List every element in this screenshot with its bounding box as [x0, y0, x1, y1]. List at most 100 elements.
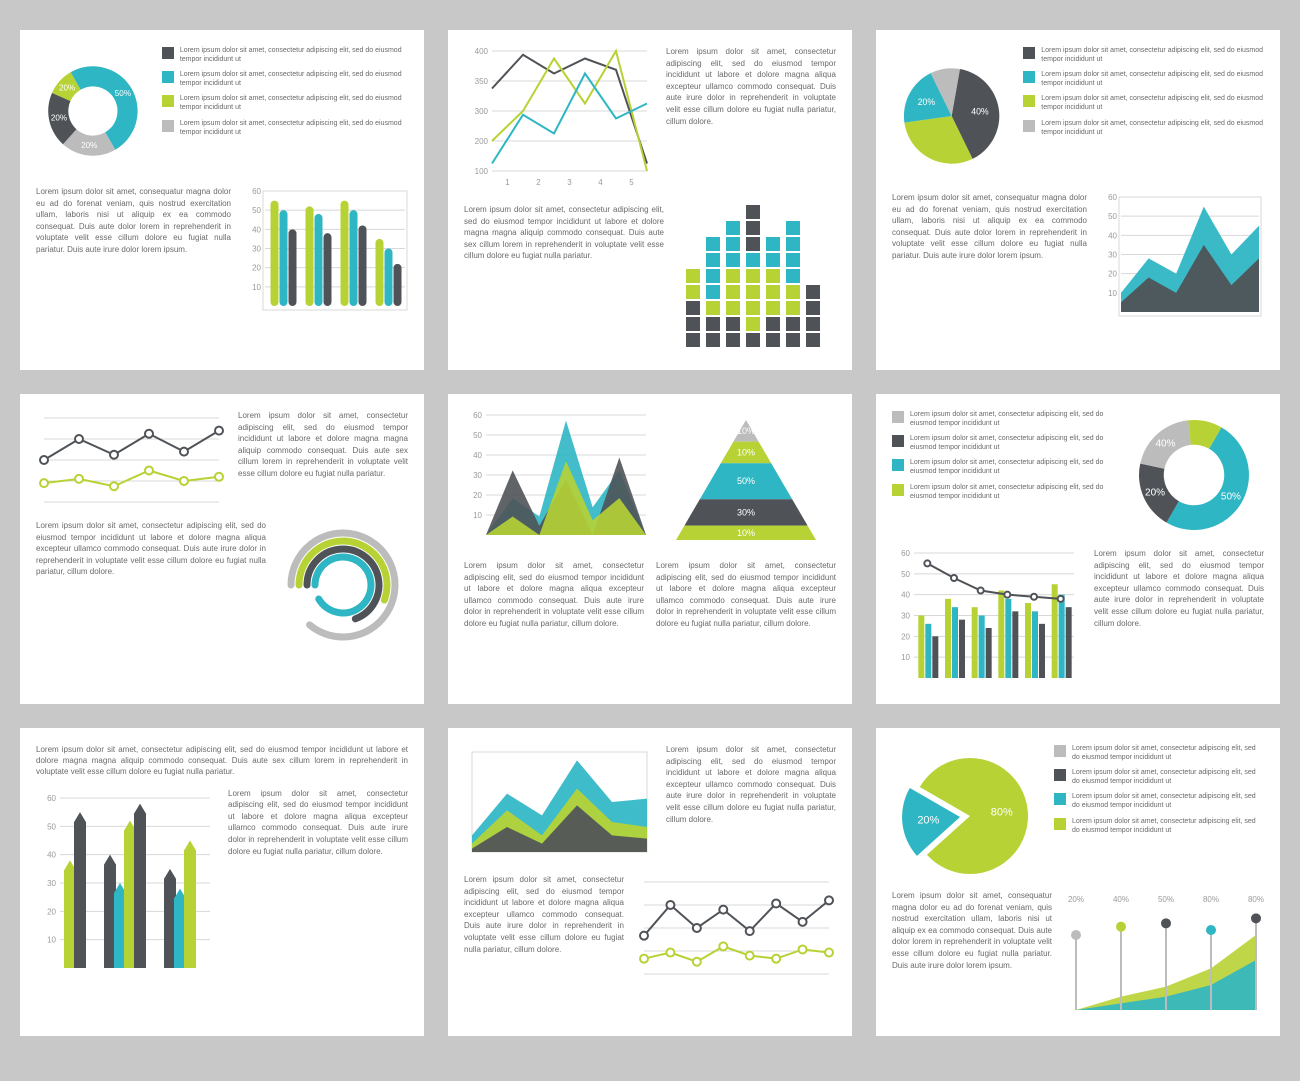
lorem-text: Lorem ipsum dolor sit amet, consectetur …	[464, 560, 644, 630]
svg-text:50: 50	[47, 822, 56, 831]
legend-item: Lorem ipsum dolor sit amet, consectetur …	[162, 70, 408, 88]
svg-text:1: 1	[505, 178, 510, 187]
card-9: 80%20% Lorem ipsum dolor sit amet, conse…	[876, 728, 1280, 1036]
svg-text:60: 60	[901, 549, 910, 558]
legend: Lorem ipsum dolor sit amet, consectetur …	[892, 410, 1112, 540]
legend-text: Lorem ipsum dolor sit amet, consectetur …	[910, 410, 1112, 428]
legend-item: Lorem ipsum dolor sit amet, consectetur …	[1023, 94, 1264, 112]
legend-text: Lorem ipsum dolor sit amet, consectetur …	[1041, 46, 1264, 64]
legend-text: Lorem ipsum dolor sit amet, consectetur …	[1041, 94, 1264, 112]
svg-text:20%: 20%	[51, 114, 67, 123]
legend-item: Lorem ipsum dolor sit amet, consectetur …	[1023, 119, 1264, 137]
svg-text:30: 30	[473, 471, 482, 480]
lorem-text: Lorem ipsum dolor sit amet, consectetur …	[36, 744, 408, 778]
svg-text:80%: 80%	[1248, 895, 1264, 904]
legend-swatch	[162, 95, 174, 107]
legend-text: Lorem ipsum dolor sit amet, consectetur …	[180, 119, 408, 137]
lorem-text: Lorem ipsum dolor sit amet, consectetur …	[36, 520, 266, 650]
svg-text:60: 60	[473, 411, 482, 420]
legend-item: Lorem ipsum dolor sit amet, consectetur …	[162, 119, 408, 137]
legend-swatch	[892, 484, 904, 496]
lollipop-area-chart: 20%40%50%80%80%	[1064, 890, 1264, 1020]
card-7: Lorem ipsum dolor sit amet, consectetur …	[20, 728, 424, 1036]
mountain-area-chart: 102030405060	[464, 410, 654, 550]
svg-text:20%: 20%	[59, 83, 75, 92]
legend-item: Lorem ipsum dolor sit amet, consectetur …	[1023, 46, 1264, 64]
svg-text:10%: 10%	[737, 426, 755, 436]
card-5: 102030405060 10%10%50%30%10% Lorem ipsum…	[448, 394, 852, 704]
lorem-text: Lorem ipsum dolor sit amet, consectetur …	[464, 874, 624, 984]
legend: Lorem ipsum dolor sit amet, consectetur …	[1023, 46, 1264, 186]
lorem-text: Lorem ipsum dolor sit amet, consectetur …	[656, 560, 836, 630]
svg-text:30: 30	[252, 245, 261, 254]
legend-item: Lorem ipsum dolor sit amet, consectetur …	[892, 434, 1112, 452]
legend-item: Lorem ipsum dolor sit amet, consectetur …	[1054, 792, 1264, 810]
radial-arc-chart	[278, 520, 408, 650]
legend-text: Lorem ipsum dolor sit amet, consectetur …	[1072, 792, 1264, 810]
legend-swatch	[1023, 47, 1035, 59]
card-3: 40%20% Lorem ipsum dolor sit amet, conse…	[876, 30, 1280, 370]
legend-text: Lorem ipsum dolor sit amet, consectetur …	[1041, 119, 1264, 137]
legend-item: Lorem ipsum dolor sit amet, consectetur …	[1054, 817, 1264, 835]
svg-text:20%: 20%	[81, 141, 97, 150]
svg-text:40%: 40%	[1113, 895, 1129, 904]
area-chart: 102030405060	[1099, 192, 1264, 322]
svg-text:10%: 10%	[737, 528, 755, 538]
svg-text:30: 30	[901, 612, 910, 621]
legend-text: Lorem ipsum dolor sit amet, consectetur …	[180, 70, 408, 88]
card-1: 50%20%20%20% Lorem ipsum dolor sit amet,…	[20, 30, 424, 370]
legend-item: Lorem ipsum dolor sit amet, consectetur …	[1054, 768, 1264, 786]
donut-chart: 50%20%20%20%	[36, 46, 150, 176]
lorem-text: Lorem ipsum dolor sit amet, consequatur …	[36, 186, 231, 316]
legend: Lorem ipsum dolor sit amet, consectetur …	[162, 46, 408, 176]
svg-text:10: 10	[901, 653, 910, 662]
legend-swatch	[1054, 745, 1066, 757]
legend-text: Lorem ipsum dolor sit amet, consectetur …	[1072, 817, 1264, 835]
combo-chart: 102030405060	[892, 548, 1082, 688]
svg-text:20: 20	[252, 264, 261, 273]
legend-swatch	[162, 47, 174, 59]
lorem-text: Lorem ipsum dolor sit amet, consectetur …	[666, 744, 836, 864]
legend-item: Lorem ipsum dolor sit amet, consectetur …	[892, 483, 1112, 501]
svg-text:20%: 20%	[918, 97, 936, 107]
legend-text: Lorem ipsum dolor sit amet, consectetur …	[1072, 744, 1264, 762]
legend-text: Lorem ipsum dolor sit amet, consectetur …	[910, 458, 1112, 476]
donut-chart: 50%20%40%	[1124, 410, 1264, 540]
legend-text: Lorem ipsum dolor sit amet, consectetur …	[180, 94, 408, 112]
svg-text:20: 20	[473, 491, 482, 500]
svg-text:80%: 80%	[991, 807, 1013, 819]
card-6: Lorem ipsum dolor sit amet, consectetur …	[876, 394, 1280, 704]
svg-text:40: 40	[1108, 231, 1117, 240]
svg-text:60: 60	[47, 794, 56, 803]
line-marker-chart	[636, 874, 836, 984]
svg-text:4: 4	[598, 178, 603, 187]
bar-chart: 102030405060	[243, 186, 408, 316]
svg-text:40: 40	[473, 451, 482, 460]
legend-swatch	[1023, 71, 1035, 83]
legend-swatch	[162, 120, 174, 132]
legend-swatch	[162, 71, 174, 83]
legend-text: Lorem ipsum dolor sit amet, consectetur …	[910, 483, 1112, 501]
legend-item: Lorem ipsum dolor sit amet, consectetur …	[1023, 70, 1264, 88]
legend-swatch	[1054, 769, 1066, 781]
pie-chart: 40%20%	[892, 46, 1011, 186]
card-8: Lorem ipsum dolor sit amet, consectetur …	[448, 728, 852, 1036]
infographic-grid: 50%20%20%20% Lorem ipsum dolor sit amet,…	[20, 30, 1280, 1036]
svg-text:350: 350	[475, 77, 489, 86]
legend-item: Lorem ipsum dolor sit amet, consectetur …	[892, 458, 1112, 476]
legend-item: Lorem ipsum dolor sit amet, consectetur …	[892, 410, 1112, 428]
svg-text:80%: 80%	[1203, 895, 1219, 904]
svg-text:40: 40	[901, 591, 910, 600]
legend-swatch	[892, 459, 904, 471]
lorem-text: Lorem ipsum dolor sit amet, consectetur …	[666, 46, 836, 196]
svg-text:5: 5	[629, 178, 634, 187]
card-2: 10020030035040012345 Lorem ipsum dolor s…	[448, 30, 852, 370]
svg-text:3: 3	[567, 178, 572, 187]
legend-item: Lorem ipsum dolor sit amet, consectetur …	[162, 94, 408, 112]
stacked-block-chart	[676, 204, 836, 354]
pyramid-chart: 10%10%50%30%10%	[666, 410, 826, 550]
svg-text:30: 30	[47, 879, 56, 888]
svg-text:10: 10	[47, 935, 56, 944]
svg-text:200: 200	[475, 137, 489, 146]
legend-text: Lorem ipsum dolor sit amet, consectetur …	[1041, 70, 1264, 88]
